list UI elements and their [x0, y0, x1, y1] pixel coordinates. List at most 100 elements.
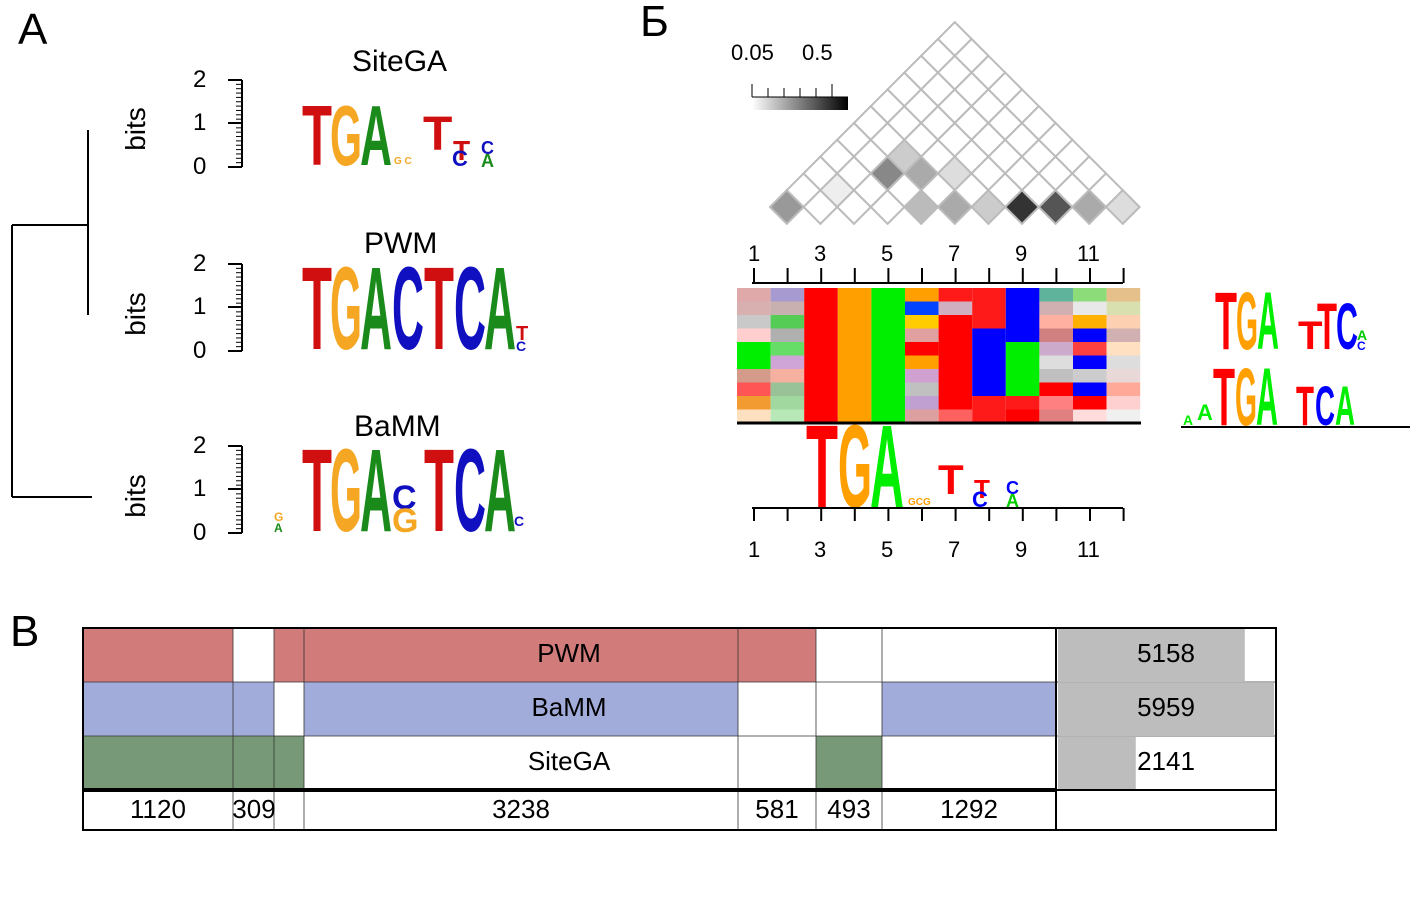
logo-letter: G: [330, 243, 362, 375]
heatmap-cell: [770, 382, 805, 396]
heatmap-cell: [804, 409, 838, 423]
row-pwm: [83, 628, 816, 682]
heatmap-cell: [1039, 288, 1073, 302]
heatmap-cell: [837, 342, 872, 356]
bottom-position-label: 1: [748, 537, 761, 562]
logo-letter: A: [481, 151, 494, 171]
heatmap-cell: [737, 342, 771, 356]
heatmap-cell: [837, 288, 872, 302]
logo-letter: T: [302, 243, 332, 375]
logo-letter: GCG: [908, 497, 931, 508]
heatmap-cell: [972, 288, 1006, 302]
logo-title-pwm: PWM: [364, 227, 438, 260]
ld-triangle: [768, 20, 1142, 226]
heatmap-cell: [770, 328, 805, 342]
heatmap-cell: [871, 315, 905, 329]
count-4: 581: [755, 794, 799, 824]
total-pwm: 5158: [1137, 638, 1195, 668]
top-position-label: 1: [748, 241, 761, 266]
heatmap-cell: [905, 369, 939, 383]
sequence-heatmap: [737, 288, 1141, 423]
ytick: 0: [193, 519, 207, 546]
logo-letter: A: [274, 521, 283, 535]
logo-right-2: T G A T C A A A: [1183, 352, 1355, 443]
ytick: 1: [193, 293, 207, 320]
heatmap-cell: [871, 396, 905, 410]
heatmap-cell: [804, 288, 838, 302]
heatmap-cell: [1005, 369, 1040, 383]
logo-bamm: T G A C G T C A G A C: [274, 425, 524, 557]
heatmap-cell: [1039, 301, 1073, 315]
ytick: 2: [193, 432, 207, 459]
heatmap-cell: [972, 301, 1006, 315]
dendrogram: [11, 130, 92, 498]
count-5: 493: [827, 794, 871, 824]
bottom-ticks: [753, 508, 1125, 521]
heatmap-cell: [972, 315, 1006, 329]
logo-letter: C: [1315, 374, 1335, 437]
heatmap-cell: [938, 315, 973, 329]
heatmap-cell: [938, 396, 973, 410]
heatmap-cell: [737, 382, 771, 396]
row-label-bamm: BaMM: [531, 692, 607, 722]
heatmap-cell: [737, 369, 771, 383]
heatmap-cell: [804, 369, 838, 383]
heatmap-cell: [972, 396, 1006, 410]
heatmap-cell: [837, 396, 872, 410]
heatmap-cell: [871, 409, 905, 423]
color-scale: [751, 84, 848, 110]
heatmap-cell: [1005, 355, 1040, 369]
heatmap-cell: [804, 315, 838, 329]
logo-letter: G: [1236, 276, 1258, 367]
logo-letter: A: [870, 401, 904, 533]
panel-label-b: Б: [640, 0, 669, 46]
logo-letter: A: [1256, 352, 1278, 443]
heatmap-cell: [837, 315, 872, 329]
ytick: 2: [193, 250, 207, 277]
top-ticks: [753, 268, 1125, 283]
heatmap-cell: [1106, 369, 1141, 383]
heatmap-cell: [1005, 382, 1040, 396]
bottom-position-label: 9: [1015, 537, 1028, 562]
heatmap-cell: [837, 382, 872, 396]
logo-letter: T: [938, 456, 964, 503]
logo-letter: T: [453, 135, 470, 166]
logo-letter: C: [392, 479, 417, 517]
bottom-position-label: 3: [814, 537, 827, 562]
heatmap-cell: [1106, 342, 1141, 356]
heatmap-cell: [938, 288, 973, 302]
logo-letter: T: [516, 323, 528, 345]
heatmap-cell: [804, 301, 838, 315]
heatmap-cell: [1073, 382, 1107, 396]
top-position-label: 11: [1077, 241, 1100, 266]
row-bamm: [83, 682, 1056, 736]
logo-letter: T: [423, 108, 452, 161]
logo-letter: A: [360, 88, 392, 183]
logo-letter: T: [302, 425, 332, 557]
scale-low-label: 0.05: [731, 40, 774, 65]
ytick: 2: [193, 66, 207, 93]
heatmap-cell: [1073, 328, 1107, 342]
logo-letter: T: [424, 243, 454, 375]
heatmap-cell: [1005, 288, 1040, 302]
row-label-sitega: SiteGA: [527, 746, 611, 776]
heatmap-cell: [737, 315, 771, 329]
logo-sitega: T G A T T C C A G C: [302, 88, 494, 183]
heatmap-cell: [905, 382, 939, 396]
logo-letter: C: [514, 513, 524, 529]
heatmap-cell: [770, 409, 805, 423]
total-bar: [1058, 737, 1136, 790]
logo-letter: G: [330, 425, 362, 557]
logo-letter: C: [516, 338, 526, 354]
logo-letter: C: [452, 146, 468, 171]
heatmap-cell: [905, 301, 939, 315]
heatmap-cell: [1039, 369, 1073, 383]
logo-letter: T: [974, 474, 990, 504]
heatmap-cell: [1005, 328, 1040, 342]
logo-title-sitega: SiteGA: [352, 45, 448, 78]
heatmap-cell: [837, 301, 872, 315]
heatmap-cell: [905, 409, 939, 423]
logo-letter: G C: [394, 156, 412, 167]
